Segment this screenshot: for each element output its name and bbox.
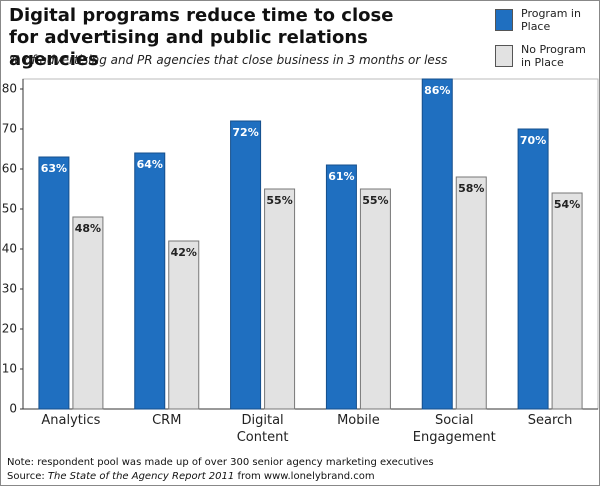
x-tick-label: Mobile (337, 413, 380, 428)
y-tick-label: 0 (9, 402, 17, 416)
data-label: 64% (137, 158, 163, 171)
y-tick-label: 30 (2, 282, 17, 296)
source-prefix: Source: (7, 471, 45, 482)
data-label: 54% (554, 198, 580, 211)
source: Source: The State of the Agency Report 2… (7, 471, 375, 482)
x-tick-label: Digital Content (236, 413, 289, 445)
legend-swatch (495, 9, 513, 31)
legend-label: No Program in Place (521, 43, 586, 69)
source-title: The State of the Agency Report 2011 (47, 471, 235, 482)
data-label: 58% (458, 182, 484, 195)
x-tick-label: Social Engagement (412, 413, 496, 445)
bar (325, 164, 357, 410)
data-label: 70% (520, 134, 546, 147)
bar (230, 120, 262, 410)
data-label: 42% (171, 246, 197, 259)
y-tick-label: 40 (2, 242, 17, 256)
data-label: 55% (362, 194, 388, 207)
y-tick-label: 50 (2, 202, 17, 216)
data-label: 48% (75, 222, 101, 235)
x-tick-label: Search (527, 413, 573, 428)
bar (455, 176, 487, 410)
x-tick-label: Analytics (41, 413, 101, 428)
y-tick-label: 60 (2, 162, 17, 176)
chart-title: Digital programs reduce time to close fo… (9, 5, 394, 70)
data-label: 86% (424, 84, 450, 97)
chart-subtitle: % of advertising and PR agencies that cl… (9, 53, 448, 67)
y-tick-label: 20 (2, 322, 17, 336)
data-label: 72% (232, 126, 258, 139)
source-suffix: from www.lonelybrand.com (237, 471, 375, 482)
legend-swatch (495, 45, 513, 67)
bar (359, 188, 391, 410)
plot-frame (22, 78, 599, 410)
bar (264, 188, 296, 410)
note: Note: respondent pool was made up of ove… (7, 457, 434, 468)
y-tick-label: 10 (2, 362, 17, 376)
bar (517, 128, 549, 410)
bar (72, 216, 104, 410)
data-label: 63% (41, 162, 67, 175)
bar (38, 156, 70, 410)
bar (168, 240, 200, 410)
y-tick-label: 70 (2, 122, 17, 136)
data-label: 55% (266, 194, 292, 207)
data-label: 61% (328, 170, 354, 183)
x-tick-label: CRM (152, 413, 182, 428)
bar (134, 152, 166, 410)
legend-label: Program in Place (521, 7, 581, 33)
bar (421, 78, 453, 410)
bar (551, 192, 583, 410)
y-tick-label: 80 (2, 82, 17, 96)
